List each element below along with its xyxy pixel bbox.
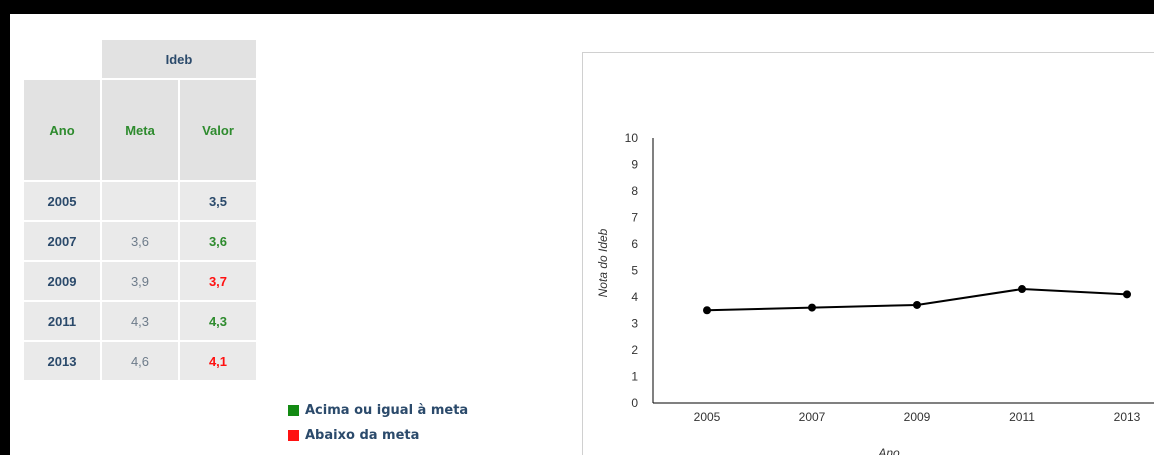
table-row: 2011 4,3 4,3 — [22, 300, 258, 342]
year-cell: 2005 — [22, 180, 102, 222]
chart-container: 0 1 2 3 4 5 6 7 8 9 10 2005 2007 2009 2011 2013 Nota d… — [582, 52, 1154, 455]
y-axis-ticks: 0 1 2 3 4 5 6 7 8 9 10 — [625, 131, 639, 410]
valor-cell: 3,7 — [178, 260, 258, 302]
y-tick-label: 2 — [631, 343, 638, 357]
y-tick-label: 0 — [631, 396, 638, 410]
y-axis-label: Nota do Ideb — [596, 228, 610, 297]
valor-cell: 3,6 — [178, 220, 258, 262]
legend-item-above: Acima ou igual à meta — [288, 399, 468, 421]
table-row: 2005 3,5 — [22, 180, 258, 222]
y-tick-label: 5 — [631, 264, 638, 278]
table-row: 2009 3,9 3,7 — [22, 260, 258, 302]
column-header-meta: Meta — [100, 78, 180, 182]
meta-cell: 3,6 — [100, 220, 180, 262]
page: Ideb Ano Meta Valor 2005 3,5 2007 3,6 3,… — [10, 14, 1154, 455]
x-tick-label: 2005 — [694, 410, 721, 424]
year-cell: 2011 — [22, 300, 102, 342]
legend-label-below: Abaixo da meta — [305, 427, 420, 443]
valor-cell: 4,3 — [178, 300, 258, 342]
table-row: 2013 4,6 4,1 — [22, 340, 258, 382]
table-row: 2007 3,6 3,6 — [22, 220, 258, 262]
line-chart: 0 1 2 3 4 5 6 7 8 9 10 2005 2007 2009 2011 2013 Nota d… — [596, 131, 1154, 455]
column-header-valor: Valor — [178, 78, 258, 182]
data-points — [703, 285, 1131, 315]
y-tick-label: 7 — [631, 211, 638, 225]
x-tick-label: 2009 — [904, 410, 931, 424]
y-tick-label: 1 — [631, 370, 638, 384]
legend: Acima ou igual à meta Abaixo da meta — [288, 399, 468, 449]
meta-cell: 4,6 — [100, 340, 180, 382]
table-corner — [22, 38, 102, 80]
data-point[interactable] — [1018, 285, 1026, 294]
y-tick-label: 9 — [631, 158, 638, 172]
y-tick-label: 8 — [631, 184, 638, 198]
green-square-icon — [288, 404, 299, 416]
data-point[interactable] — [808, 303, 816, 312]
column-header-ano: Ano — [22, 78, 102, 182]
legend-label-above: Acima ou igual à meta — [305, 402, 469, 418]
valor-cell: 4,1 — [178, 340, 258, 382]
x-tick-label: 2013 — [1114, 410, 1141, 424]
x-tick-label: 2011 — [1009, 410, 1035, 424]
ideb-table: Ideb Ano Meta Valor 2005 3,5 2007 3,6 3,… — [22, 38, 258, 382]
year-cell: 2007 — [22, 220, 102, 262]
data-point[interactable] — [913, 300, 921, 309]
year-cell: 2009 — [22, 260, 102, 302]
data-point[interactable] — [1123, 290, 1131, 299]
y-tick-label: 4 — [631, 290, 638, 304]
x-tick-label: 2007 — [799, 410, 826, 424]
valor-cell: 3,5 — [178, 180, 258, 222]
meta-cell — [100, 180, 180, 222]
x-axis-label: Ano — [877, 446, 900, 455]
y-tick-label: 10 — [625, 131, 639, 145]
y-tick-label: 6 — [631, 237, 638, 251]
data-point[interactable] — [703, 306, 711, 315]
x-axis-ticks: 2005 2007 2009 2011 2013 — [694, 410, 1141, 424]
red-square-icon — [288, 429, 299, 441]
y-tick-label: 3 — [631, 317, 638, 331]
legend-item-below: Abaixo da meta — [288, 424, 468, 446]
meta-cell: 4,3 — [100, 300, 180, 342]
ideb-header: Ideb — [100, 38, 258, 80]
year-cell: 2013 — [22, 340, 102, 382]
meta-cell: 3,9 — [100, 260, 180, 302]
